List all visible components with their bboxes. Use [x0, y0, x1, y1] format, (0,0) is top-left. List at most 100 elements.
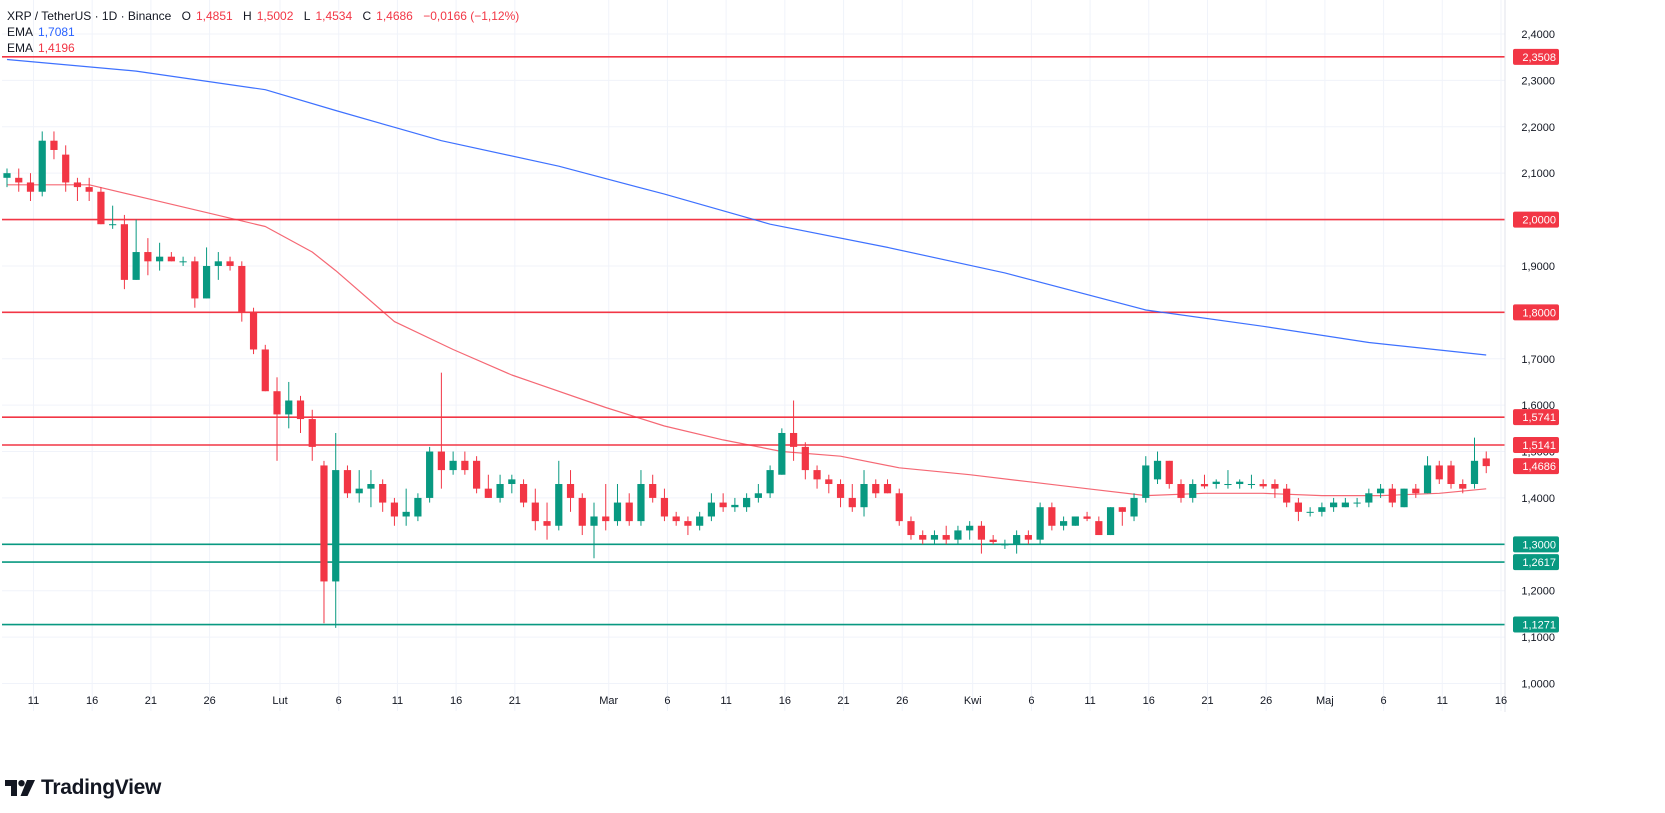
time-tick-label: 16 [779, 695, 791, 707]
candle [379, 479, 387, 512]
candle [202, 247, 211, 299]
candle-body [414, 497, 422, 517]
candle [1376, 484, 1385, 498]
candle-body [132, 252, 140, 280]
candle-body [261, 349, 269, 392]
candle-body [167, 256, 175, 262]
candle [308, 409, 316, 461]
candle-body [1142, 465, 1150, 498]
ema-fast-row[interactable]: EMA 1,4196 [7, 40, 519, 56]
candle [954, 525, 962, 545]
candle-body [449, 460, 457, 471]
candle [836, 479, 845, 508]
candle [1001, 539, 1009, 549]
candle [437, 372, 445, 489]
candle-body [1095, 521, 1103, 536]
candle [1412, 484, 1420, 498]
brand[interactable]: TradingView [5, 776, 161, 800]
level-tag-resistance-label: 2,0000 [1522, 215, 1556, 227]
candle-body [1388, 488, 1396, 503]
open-value: 1,4851 [195, 9, 233, 23]
candle [672, 511, 680, 526]
candle-body [1459, 484, 1467, 489]
candle [1024, 530, 1032, 545]
candle [1048, 502, 1056, 531]
price-axis[interactable]: 1,00001,10001,20001,30001,40001,50001,60… [1521, 29, 1555, 691]
candle-body [543, 521, 551, 526]
candle [120, 214, 128, 290]
candle-body [1048, 507, 1056, 526]
candle [1013, 530, 1021, 554]
candle-body [637, 484, 645, 522]
candle [214, 252, 222, 280]
candle [743, 493, 751, 512]
change-value: −0,0166 (−1,12%) [423, 9, 520, 23]
time-tick-label: Mar [599, 695, 618, 707]
candle-body [743, 497, 751, 508]
candle-body [1365, 493, 1373, 503]
candle-body [1259, 484, 1267, 487]
level-tag-support-bg [1513, 616, 1559, 633]
candle [144, 238, 152, 276]
candle [860, 470, 868, 517]
candle-body [1224, 484, 1232, 486]
candle [296, 395, 305, 433]
close-label: C [362, 9, 372, 23]
ema-lines [6, 58, 1487, 497]
candle-body [1212, 481, 1220, 485]
candle-body [238, 265, 246, 313]
candle [555, 460, 563, 531]
candle [402, 488, 410, 526]
time-tick-label: 26 [203, 695, 215, 707]
candle [132, 219, 140, 280]
candle-body [1412, 488, 1420, 494]
candle [778, 428, 786, 475]
time-tick-label: 21 [837, 695, 849, 707]
open-label: O [181, 9, 191, 23]
candle-body [1341, 502, 1349, 508]
candle [109, 205, 117, 229]
ema-fast-label: EMA [7, 41, 34, 55]
candle [85, 177, 93, 202]
candle-body [473, 460, 481, 489]
candle [1447, 460, 1455, 489]
price-tick-label: 1,7000 [1521, 354, 1555, 366]
candle [566, 470, 575, 512]
level-tag-support: 1,2617 [1513, 554, 1559, 571]
candle-body [1153, 460, 1162, 480]
candle-body [566, 484, 575, 498]
candle [1212, 479, 1220, 489]
candle [1330, 497, 1338, 512]
time-tick-label: 11 [1437, 695, 1448, 707]
time-tick-label: Maj [1316, 695, 1334, 707]
time-tick-label: 26 [896, 695, 908, 707]
time-tick-label: 16 [450, 695, 462, 707]
candle-body [496, 484, 504, 498]
candle-body [660, 497, 669, 517]
time-tick-label: Lut [272, 695, 287, 707]
candle-body [308, 419, 316, 447]
candle [1247, 474, 1256, 489]
time-axis[interactable]: 11 16 21 26 Lut 6 11 16 21 Mar 6 11 16 21 26 Kwi 6 11 16 21… [28, 695, 1507, 707]
brand-name: TradingView [41, 776, 162, 799]
level-tag-support-bg [1513, 536, 1559, 553]
candle-body [848, 497, 856, 508]
candle-body [696, 516, 704, 526]
candle [590, 502, 598, 559]
candle-body [719, 502, 727, 508]
symbol-title[interactable]: XRP / TetherUS · 1D · Binance [7, 9, 172, 23]
candle-body [1400, 488, 1408, 508]
time-tick-label: 6 [336, 695, 342, 707]
candle-body [1435, 465, 1443, 480]
candle [660, 488, 669, 522]
high-label: H [243, 9, 252, 23]
candle-body [895, 493, 903, 522]
ema-slow-row[interactable]: EMA 1,7081 [7, 24, 519, 40]
candle-body [109, 224, 117, 226]
candle [320, 460, 328, 624]
candle-body [1013, 535, 1021, 545]
candle-body [825, 479, 833, 485]
candle-body [1376, 488, 1385, 494]
time-tick-label: Kwi [964, 695, 982, 707]
